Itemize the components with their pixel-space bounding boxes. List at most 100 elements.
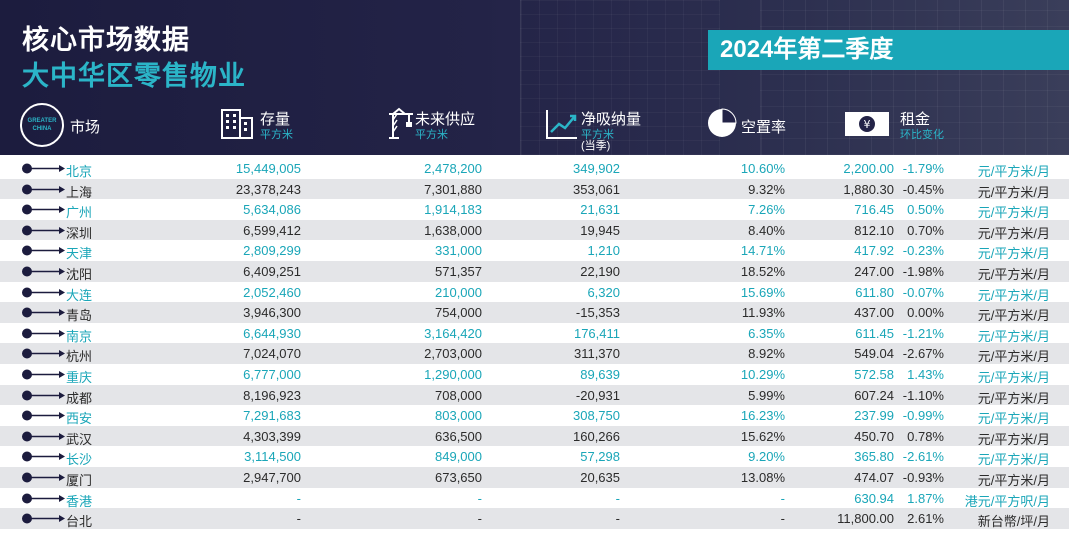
rent-cell: 607.24 <box>854 387 894 403</box>
absorption-cell: -20,931 <box>575 387 620 403</box>
rent-change-cell: -0.45% <box>902 181 944 197</box>
arrow-bullet-icon <box>22 451 65 462</box>
absorption-cell: 160,266 <box>573 428 620 444</box>
col-supply-unit: 平方米 <box>415 129 448 141</box>
stock-cell: 2,947,700 <box>243 469 301 485</box>
table-row: 深圳 6,599,412 1,638,000 19,945 8.40% 812.10 0.7… <box>0 219 1069 241</box>
rent-unit-cell: 元/平方米/月 <box>977 287 1050 303</box>
page-title: 核心市场数据 <box>22 25 190 55</box>
crane-icon <box>389 107 413 139</box>
banknote-icon: ¥ <box>845 112 889 136</box>
badge-line1: GREATER <box>27 118 57 124</box>
city-cell: 重庆 <box>66 369 93 385</box>
stock-cell: 6,644,930 <box>243 325 301 341</box>
stock-cell: 8,196,923 <box>243 387 301 403</box>
rent-cell: 812.10 <box>854 222 894 238</box>
rent-change-cell: -0.23% <box>902 243 944 259</box>
rent-change-cell: 0.00% <box>907 305 944 321</box>
vacancy-cell: 14.71% <box>740 243 785 259</box>
rent-unit-cell: 元/平方米/月 <box>977 266 1050 282</box>
arrow-bullet-icon <box>22 328 65 339</box>
col-absorption-note: (当季) <box>581 140 611 152</box>
rent-cell: 716.45 <box>854 202 894 218</box>
rent-unit-cell: 元/平方米/月 <box>977 246 1050 262</box>
rent-change-cell: -1.10% <box>902 387 944 403</box>
vacancy-cell: 8.92% <box>748 346 785 362</box>
city-cell: 大连 <box>66 287 93 303</box>
table-row: 厦门 2,947,700 673,650 20,635 13.08% 474.07 -0.9… <box>0 466 1069 488</box>
city-cell: 厦门 <box>66 472 93 488</box>
col-rent-note: 环比变化 <box>900 129 944 141</box>
city-cell: 成都 <box>66 390 93 406</box>
arrow-bullet-icon <box>22 287 65 298</box>
absorption-cell: -15,353 <box>575 305 620 321</box>
vacancy-cell: 15.69% <box>740 284 785 300</box>
table-row: 沈阳 6,409,251 571,357 22,190 18.52% 247.00 -1.9… <box>0 260 1069 282</box>
rent-cell: 474.07 <box>854 469 894 485</box>
col-supply-label: 未来供应 <box>415 111 476 128</box>
rent-change-cell: -1.21% <box>902 325 944 341</box>
rent-unit-cell: 元/平方米/月 <box>977 349 1050 365</box>
absorption-cell: 19,945 <box>580 222 620 238</box>
rent-change-cell: 0.50% <box>907 202 944 218</box>
arrow-bullet-icon <box>22 472 65 483</box>
header-banner: 核心市场数据 大中华区零售物业 2024年第二季度 GREATER CHINA … <box>0 0 1069 155</box>
supply-cell: - <box>477 511 482 527</box>
rent-unit-cell: 元/平方米/月 <box>977 328 1050 344</box>
absorption-cell: 89,639 <box>580 366 620 382</box>
vacancy-cell: - <box>780 490 785 506</box>
city-cell: 天津 <box>66 246 93 262</box>
stock-cell: 6,777,000 <box>243 366 301 382</box>
table-row: 台北 - - - - 11,800.00 2.61% 新台幣/坪/月 <box>0 508 1069 529</box>
rent-cell: 247.00 <box>854 263 894 279</box>
rent-cell: 611.45 <box>855 325 894 341</box>
table-row: 上海 23,378,243 7,301,880 353,061 9.32% 1,880.3… <box>0 178 1069 200</box>
rent-change-cell: -0.93% <box>902 469 944 485</box>
period-badge: 2024年第二季度 <box>708 30 1069 70</box>
table-row: 天津 2,809,299 331,000 1,210 14.71% 417.92 -0.23… <box>0 240 1069 261</box>
stock-cell: 7,291,683 <box>243 408 301 424</box>
supply-cell: 803,000 <box>435 408 482 424</box>
city-cell: 深圳 <box>66 225 93 241</box>
table-row: 大连 2,052,460 210,000 6,320 15.69% 611.80 -0.07… <box>0 281 1069 303</box>
arrow-bullet-icon <box>22 513 65 524</box>
rent-cell: 611.80 <box>855 284 894 300</box>
page-subtitle: 大中华区零售物业 <box>22 61 246 91</box>
table-row: 杭州 7,024,070 2,703,000 311,370 8.92% 549.04 -2… <box>0 343 1069 364</box>
badge-line2: CHINA <box>32 126 52 132</box>
rent-cell: 365.80 <box>854 449 894 465</box>
rent-unit-cell: 元/平方米/月 <box>977 452 1050 468</box>
absorption-cell: 6,320 <box>587 284 620 300</box>
greater-china-logo: GREATER CHINA <box>20 103 64 147</box>
supply-cell: 1,638,000 <box>424 222 482 238</box>
absorption-cell: 1,210 <box>587 243 620 259</box>
vacancy-cell: 9.20% <box>748 449 785 465</box>
city-cell: 青岛 <box>66 308 93 324</box>
arrow-bullet-icon <box>22 348 65 359</box>
table-row: 青岛 3,946,300 754,000 -15,353 11.93% 437.00 0.0… <box>0 302 1069 323</box>
supply-cell: 7,301,880 <box>424 181 482 197</box>
absorption-cell: 22,190 <box>580 263 620 279</box>
supply-cell: 636,500 <box>435 428 482 444</box>
rent-cell: 2,200.00 <box>843 161 894 176</box>
col-vacancy-label: 空置率 <box>741 119 787 136</box>
arrow-bullet-icon <box>22 431 65 442</box>
rent-unit-cell: 元/平方米/月 <box>977 184 1050 200</box>
vacancy-cell: 10.29% <box>740 366 785 382</box>
city-cell: 广州 <box>66 205 93 221</box>
vacancy-cell: - <box>780 511 785 527</box>
stock-cell: 4,303,399 <box>243 428 301 444</box>
city-cell: 南京 <box>66 328 93 344</box>
arrow-bullet-icon <box>22 204 65 215</box>
supply-cell: 754,000 <box>435 305 482 321</box>
supply-cell: 673,650 <box>435 469 482 485</box>
supply-cell: 3,164,420 <box>424 325 482 341</box>
rent-change-cell: -1.98% <box>902 263 944 279</box>
table-row: 武汉 4,303,399 636,500 160,266 15.62% 450.70 0.7… <box>0 425 1069 447</box>
rent-cell: 450.70 <box>854 428 894 444</box>
table-row: 香港 - - - - 630.94 1.87% 港元/平方呎/月 <box>0 487 1069 509</box>
city-cell: 长沙 <box>66 452 93 468</box>
vacancy-cell: 10.60% <box>740 161 785 176</box>
stock-cell: 5,634,086 <box>243 202 301 218</box>
rent-unit-cell: 元/平方米/月 <box>977 411 1050 427</box>
